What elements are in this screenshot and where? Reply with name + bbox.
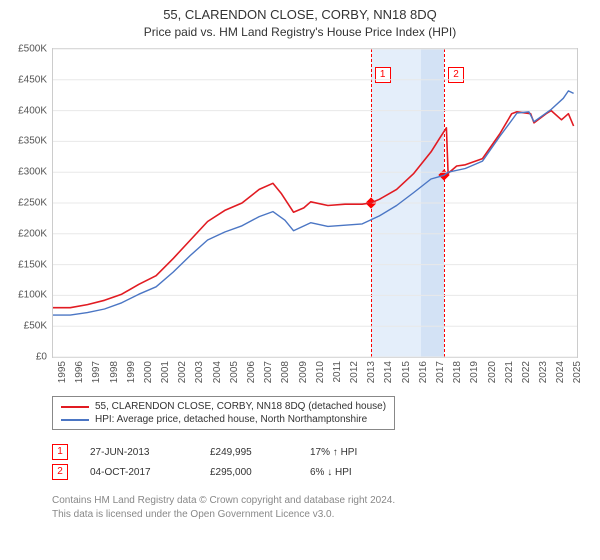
sales-row-price: £249,995 [210, 447, 310, 458]
sales-row-marker: 2 [52, 464, 68, 480]
x-axis-tick: 2002 [177, 361, 188, 383]
y-axis-tick: £450K [18, 74, 47, 85]
y-axis-tick: £50K [24, 321, 47, 332]
y-axis-tick: £250K [18, 198, 47, 209]
y-axis-tick: £200K [18, 228, 47, 239]
x-axis-tick: 2015 [401, 361, 412, 383]
y-axis-tick: £100K [18, 290, 47, 301]
x-axis-tick: 1998 [109, 361, 120, 383]
x-axis-tick: 2010 [315, 361, 326, 383]
x-axis-tick: 2003 [194, 361, 205, 383]
x-axis-tick: 2017 [435, 361, 446, 383]
chart-plot-area: 12£0£50K£100K£150K£200K£250K£300K£350K£4… [52, 48, 578, 358]
attribution: Contains HM Land Registry data © Crown c… [52, 494, 395, 522]
sales-row-diff: 6% ↓ HPI [310, 467, 410, 478]
sales-row: 1 27-JUN-2013£249,99517% ↑ HPI [52, 442, 410, 462]
x-axis-tick: 2006 [246, 361, 257, 383]
y-axis-tick: £300K [18, 167, 47, 178]
x-axis-tick: 2016 [418, 361, 429, 383]
x-axis-tick: 1996 [74, 361, 85, 383]
chart-title: 55, CLARENDON CLOSE, CORBY, NN18 8DQ [0, 0, 600, 24]
x-axis-tick: 2013 [366, 361, 377, 383]
x-axis-tick: 2018 [452, 361, 463, 383]
legend-swatch [61, 406, 89, 408]
x-axis-tick: 2012 [349, 361, 360, 383]
x-axis-tick: 1997 [91, 361, 102, 383]
x-axis-tick: 2024 [555, 361, 566, 383]
sales-row-marker: 1 [52, 444, 68, 460]
x-axis-tick: 1995 [57, 361, 68, 383]
x-axis-tick: 2021 [504, 361, 515, 383]
x-axis-tick: 2000 [143, 361, 154, 383]
chart-subtitle: Price paid vs. HM Land Registry's House … [0, 24, 600, 45]
y-axis-tick: £0 [36, 352, 47, 363]
legend-item: HPI: Average price, detached house, Nort… [61, 414, 386, 425]
attribution-line-2: This data is licensed under the Open Gov… [52, 508, 395, 522]
chart-svg [53, 49, 577, 357]
x-axis-tick: 2009 [298, 361, 309, 383]
x-axis-tick: 2023 [538, 361, 549, 383]
x-axis-tick: 2001 [160, 361, 171, 383]
x-axis-tick: 2022 [521, 361, 532, 383]
x-axis-tick: 2008 [280, 361, 291, 383]
legend-item: 55, CLARENDON CLOSE, CORBY, NN18 8DQ (de… [61, 401, 386, 412]
series-property [53, 111, 574, 308]
sales-row-diff: 17% ↑ HPI [310, 447, 410, 458]
x-axis-tick: 2007 [263, 361, 274, 383]
sales-row: 2 04-OCT-2017£295,0006% ↓ HPI [52, 462, 410, 482]
legend-label: 55, CLARENDON CLOSE, CORBY, NN18 8DQ (de… [95, 401, 386, 412]
sales-row-price: £295,000 [210, 467, 310, 478]
attribution-line-1: Contains HM Land Registry data © Crown c… [52, 494, 395, 508]
x-axis-tick: 2025 [572, 361, 583, 383]
y-axis-tick: £150K [18, 259, 47, 270]
x-axis-tick: 2005 [229, 361, 240, 383]
y-axis-tick: £400K [18, 105, 47, 116]
x-axis-tick: 2020 [487, 361, 498, 383]
x-axis-tick: 2014 [383, 361, 394, 383]
legend-swatch [61, 419, 89, 421]
x-axis-tick: 2011 [332, 361, 343, 383]
legend: 55, CLARENDON CLOSE, CORBY, NN18 8DQ (de… [52, 396, 395, 430]
legend-label: HPI: Average price, detached house, Nort… [95, 414, 367, 425]
sales-table: 1 27-JUN-2013£249,99517% ↑ HPI 2 04-OCT-201… [52, 442, 410, 482]
x-axis-tick: 1999 [126, 361, 137, 383]
y-axis-tick: £500K [18, 44, 47, 55]
x-axis-tick: 2019 [469, 361, 480, 383]
x-axis-tick: 2004 [212, 361, 223, 383]
sales-row-date: 04-OCT-2017 [90, 467, 210, 478]
y-axis-tick: £350K [18, 136, 47, 147]
sales-row-date: 27-JUN-2013 [90, 447, 210, 458]
